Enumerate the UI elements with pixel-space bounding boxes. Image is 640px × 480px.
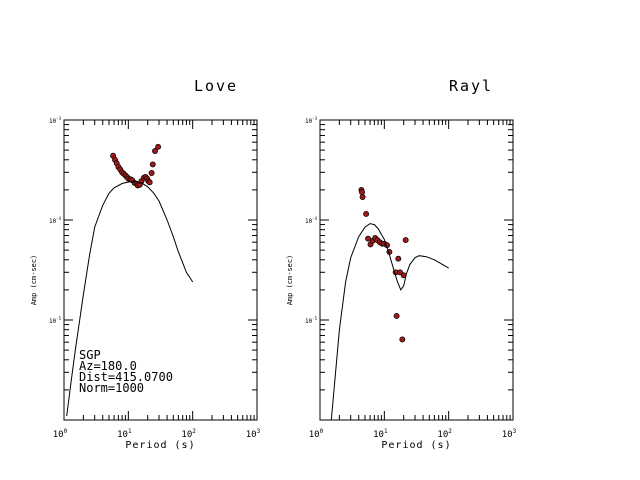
data-point [393, 312, 400, 319]
y-tick-label: 10-5 [49, 316, 62, 325]
x-axis-label: Period (s) [381, 440, 451, 451]
station-annotation: Az=180.0 [79, 359, 137, 373]
x-tick-label: 103 [246, 428, 261, 440]
x-axis-label: Period (s) [125, 440, 195, 451]
plot-panel-rayl: Rayl 100 101 102 103 10-3 10-4 10-5 Period (s) Am… [286, 77, 517, 451]
y-tick-label: 10-4 [49, 216, 62, 225]
x-tick-label: 102 [437, 428, 452, 440]
y-tick-label: 10-4 [305, 216, 318, 225]
model-curve [330, 223, 449, 420]
plot-title: Rayl [449, 77, 493, 95]
data-point [155, 143, 162, 150]
y-tick-label: 10-5 [305, 316, 318, 325]
x-tick-label: 101 [117, 428, 132, 440]
x-tick-label: 100 [309, 428, 324, 440]
plot-panel-love: Love 100 101 102 103 10-3 10-4 10-5 Period (s) Am… [30, 77, 261, 451]
data-point [359, 189, 365, 196]
data-point [148, 170, 155, 176]
data-point [359, 194, 366, 200]
model-curve [66, 180, 194, 416]
y-tick-label: 10-3 [305, 116, 318, 125]
data-point [146, 179, 153, 186]
x-axis-ticks [63, 120, 255, 420]
plot-frame [319, 119, 514, 421]
station-annotation: SGP [79, 348, 101, 362]
data-point [399, 336, 406, 343]
station-annotation: Dist=415.0700 [79, 370, 173, 384]
x-axis-ticks [319, 120, 511, 420]
plot-title: Love [194, 77, 238, 95]
y-axis-label: Amp (cm-sec) [286, 255, 294, 306]
x-tick-label: 101 [373, 428, 388, 440]
data-point [149, 161, 156, 168]
y-axis-label: Amp (cm-sec) [30, 255, 38, 306]
plot-frame [63, 119, 258, 421]
y-axis-ticks [64, 124, 257, 421]
x-tick-label: 103 [502, 428, 517, 440]
x-tick-label: 100 [53, 428, 68, 440]
y-axis-ticks [320, 124, 513, 421]
data-point [363, 210, 370, 217]
data-point [152, 148, 158, 154]
x-tick-label: 102 [181, 428, 196, 440]
data-point [395, 255, 402, 262]
station-annotation: Norm=1000 [79, 381, 144, 395]
data-point [402, 237, 409, 244]
observed-points [358, 186, 409, 343]
y-tick-label: 10-3 [49, 116, 62, 125]
